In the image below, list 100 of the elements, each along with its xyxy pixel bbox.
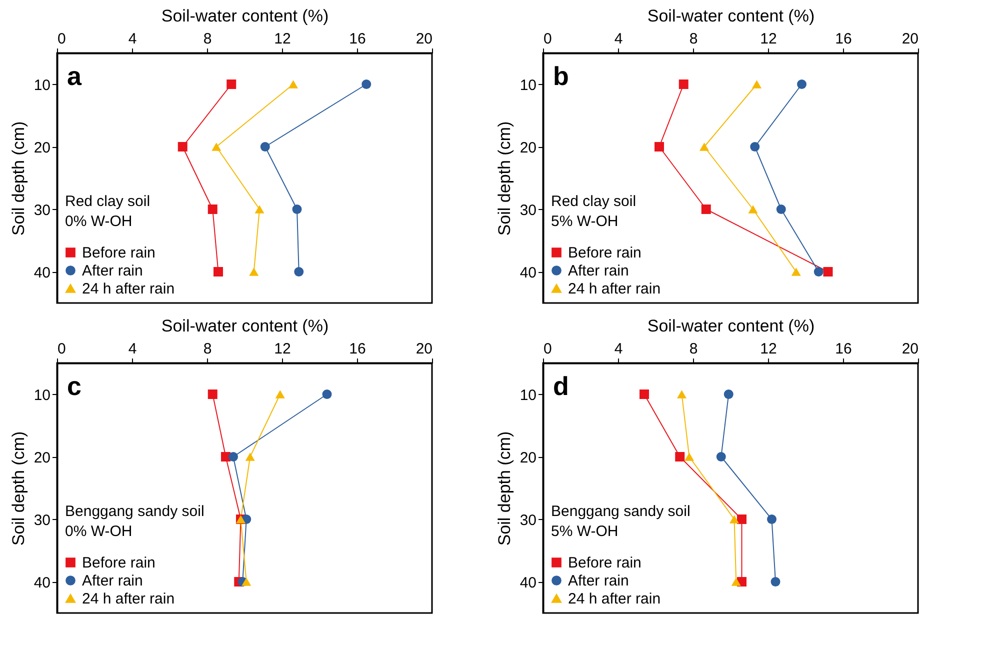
legend-label: 24 h after rain — [568, 280, 661, 298]
point — [731, 578, 741, 586]
legend-label: After rain — [82, 262, 143, 280]
point — [752, 80, 762, 88]
x-tick-label: 4 — [614, 340, 623, 358]
x-tick-label: 16 — [835, 30, 852, 48]
point — [677, 390, 686, 398]
point — [294, 267, 304, 276]
point — [214, 267, 223, 276]
annotation: Benggang sandy soil — [65, 503, 204, 520]
point — [362, 80, 372, 89]
point — [700, 142, 709, 151]
x-tick-label: 0 — [544, 340, 552, 358]
x-tick-label: 16 — [349, 30, 366, 48]
x-tick-label: 16 — [835, 340, 852, 358]
legend-label: Before rain — [568, 554, 642, 572]
point — [776, 204, 786, 214]
y-tick-label: 40 — [520, 264, 536, 282]
annotation: a — [67, 61, 82, 91]
y-tick-label: 40 — [520, 574, 536, 592]
point — [254, 205, 264, 214]
annotation: 5% W-OH — [551, 213, 618, 230]
y-tick-label: 40 — [34, 574, 50, 592]
point — [242, 578, 252, 586]
x-tick-label: 8 — [689, 30, 698, 48]
x-axis-title: Soil-water content (%) — [647, 6, 815, 26]
annotation: 0% W-OH — [65, 523, 132, 540]
annotation: Benggang sandy soil — [551, 503, 690, 520]
legend-label: Before rain — [568, 244, 642, 262]
x-tick-label: 12 — [760, 340, 777, 358]
y-axis-title: Soil depth (cm) — [494, 121, 514, 236]
annotation: Red clay soil — [65, 193, 150, 210]
point — [724, 390, 734, 399]
point — [640, 390, 649, 399]
point — [226, 80, 236, 89]
point — [178, 142, 188, 152]
point — [208, 390, 218, 399]
point — [701, 204, 711, 214]
y-tick-label: 30 — [34, 202, 50, 219]
x-tick-label: 8 — [689, 340, 698, 358]
point — [791, 268, 801, 276]
legend-label: 24 h after rain — [82, 280, 175, 298]
y-tick-label: 20 — [34, 139, 50, 156]
annotation: d — [553, 371, 569, 401]
x-tick-label: 12 — [274, 30, 291, 48]
x-tick-label: 20 — [416, 30, 432, 48]
x-tick-label: 0 — [544, 30, 552, 48]
y-tick-label: 40 — [34, 264, 50, 282]
legend-label: After rain — [82, 572, 143, 590]
point — [767, 514, 776, 524]
legend-label: After rain — [568, 572, 629, 590]
point — [750, 142, 760, 152]
legend-label: Before rain — [82, 554, 156, 572]
point — [716, 452, 726, 462]
y-tick-label: 30 — [520, 202, 536, 219]
point — [737, 514, 746, 524]
legend-label: 24 h after rain — [82, 590, 175, 608]
x-axis-title: Soil-water content (%) — [647, 316, 815, 336]
x-tick-label: 0 — [58, 340, 66, 358]
x-tick-label: 0 — [58, 30, 66, 48]
y-tick-label: 10 — [34, 76, 50, 94]
point — [654, 142, 664, 152]
point — [770, 577, 780, 586]
x-tick-label: 4 — [128, 340, 137, 358]
annotation: 0% W-OH — [65, 213, 132, 230]
point — [748, 205, 758, 214]
point — [260, 142, 270, 152]
x-tick-label: 12 — [274, 340, 291, 358]
point — [212, 142, 222, 151]
point — [322, 390, 332, 399]
x-tick-label: 20 — [902, 340, 918, 358]
x-tick-label: 20 — [902, 30, 918, 48]
x-tick-label: 4 — [128, 30, 137, 48]
y-tick-label: 20 — [34, 449, 50, 466]
y-tick-label: 30 — [520, 512, 536, 529]
annotation: Red clay soil — [551, 193, 636, 210]
y-tick-label: 30 — [34, 512, 50, 529]
x-axis-title: Soil-water content (%) — [161, 316, 329, 336]
point — [684, 452, 694, 461]
point — [275, 390, 285, 398]
x-tick-label: 8 — [203, 30, 212, 48]
y-tick-label: 10 — [520, 386, 536, 404]
legend-label: After rain — [568, 262, 629, 280]
annotation: b — [553, 61, 569, 91]
point — [288, 80, 298, 88]
y-tick-label: 20 — [520, 139, 536, 156]
x-tick-label: 16 — [349, 340, 366, 358]
x-tick-label: 12 — [760, 30, 777, 48]
annotation: c — [67, 371, 82, 401]
point — [814, 267, 824, 276]
x-tick-label: 8 — [203, 340, 212, 358]
point — [730, 515, 739, 524]
point — [675, 452, 685, 462]
legend-label: 24 h after rain — [568, 590, 661, 608]
y-tick-label: 10 — [520, 76, 536, 94]
point — [249, 268, 259, 276]
y-tick-label: 10 — [34, 386, 50, 404]
y-axis-title: Soil depth (cm) — [494, 431, 514, 546]
legend-label: Before rain — [82, 244, 156, 262]
point — [797, 80, 806, 89]
